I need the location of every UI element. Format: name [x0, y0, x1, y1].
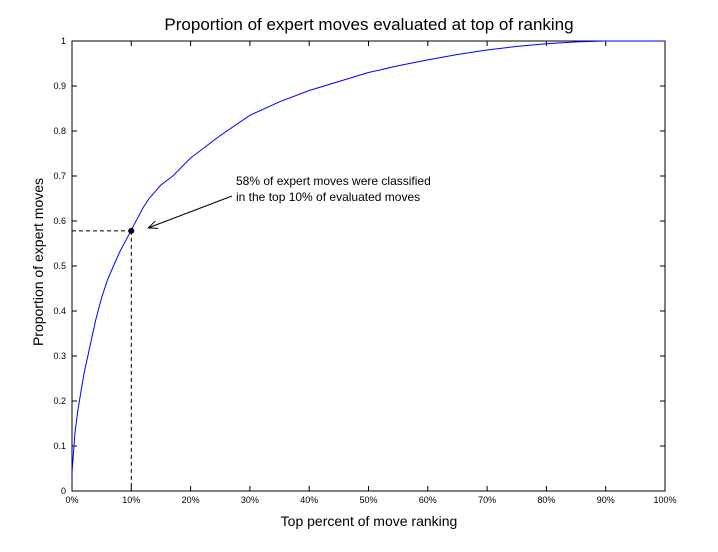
axes-box	[71, 40, 666, 492]
y-tick-label: 1	[61, 36, 66, 46]
annotation-arrow-line	[148, 195, 233, 229]
y-tick-label: 0.1	[53, 441, 66, 451]
y-tick-label: 0.9	[53, 81, 66, 91]
plot-area: 0% 10% 20% 30% 40% 50% 60% 70% 80% 90% 100% 0 0.1 0.2…	[53, 36, 676, 505]
y-tick-label: 0.7	[53, 171, 66, 181]
y-axis-label: Proportion of expert moves	[30, 178, 46, 346]
series-line-0	[71, 40, 665, 474]
y-tick-label: 0	[61, 486, 66, 496]
x-tick-label: 40%	[300, 495, 318, 505]
x-tick-label: 50%	[359, 495, 377, 505]
x-tick-label: 30%	[241, 495, 259, 505]
y-tick-label: 0.8	[53, 126, 66, 136]
annotation-arrow-head	[147, 220, 159, 229]
y-tick-label: 0.2	[53, 396, 66, 406]
x-tick-label: 100%	[653, 495, 676, 505]
annotation-line-1: 58% of expert moves were classified	[236, 174, 431, 188]
x-tick-label: 70%	[478, 495, 496, 505]
x-tick-label: 10%	[122, 495, 140, 505]
annotation-line-2: in the top 10% of evaluated moves	[236, 190, 420, 204]
y-tick-label: 0.6	[53, 216, 66, 226]
x-axis-label: Top percent of move ranking	[281, 513, 458, 529]
x-tick-label: 0%	[65, 495, 78, 505]
highlight-point	[128, 227, 135, 234]
y-tick-label: 0.4	[53, 306, 66, 316]
x-tick-label: 60%	[419, 495, 437, 505]
x-tick-label: 80%	[537, 495, 555, 505]
x-tick-label: 90%	[597, 495, 615, 505]
x-tick-label: 20%	[182, 495, 200, 505]
y-tick-label: 0.3	[53, 351, 66, 361]
y-tick-label: 0.5	[53, 261, 66, 271]
chart-title: Proportion of expert moves evaluated at …	[164, 15, 573, 34]
